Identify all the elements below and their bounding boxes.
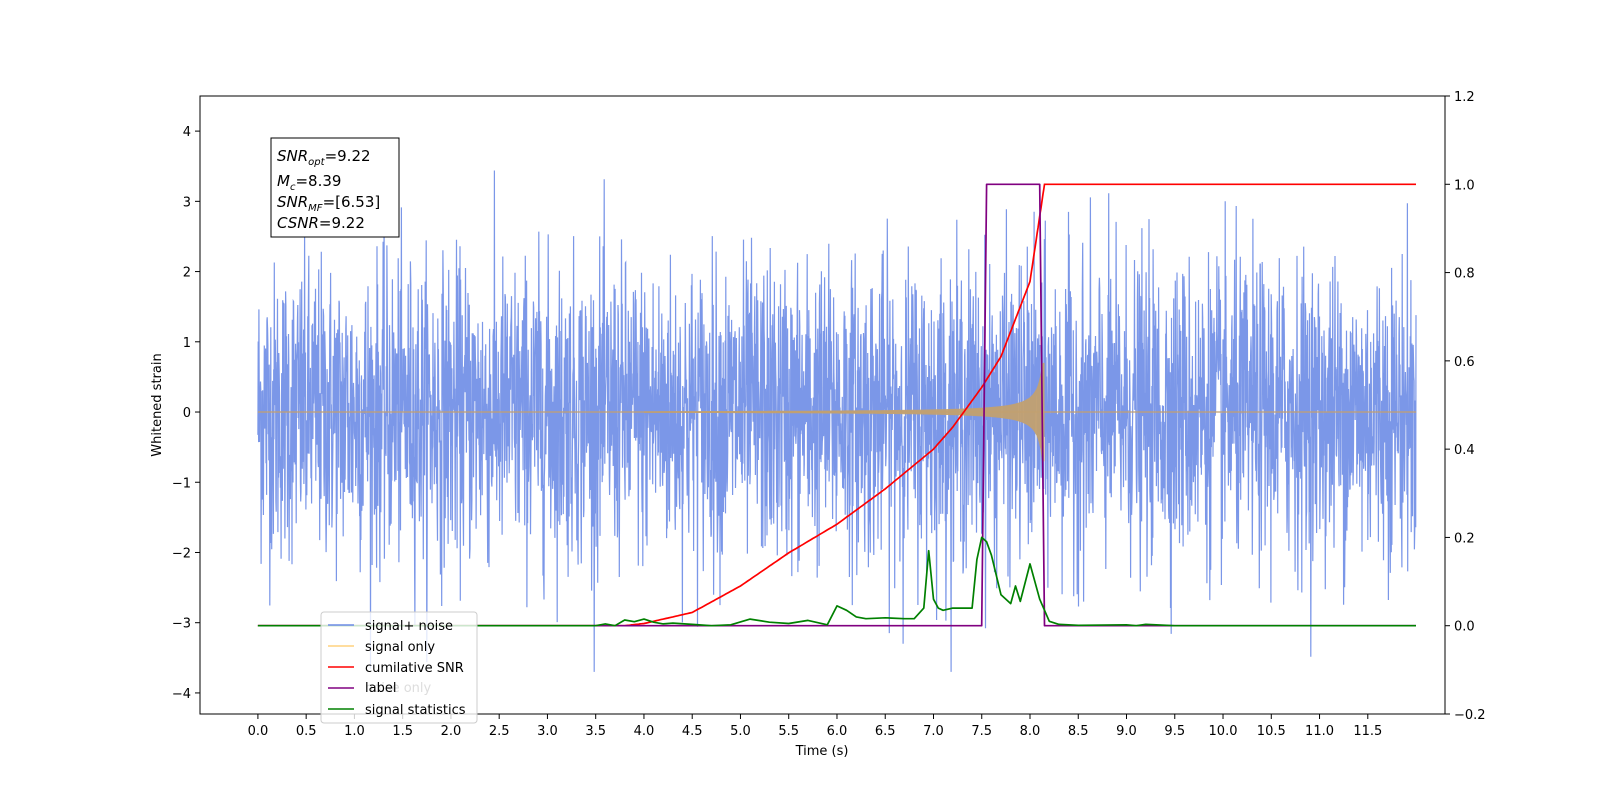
legend-item-label: noise only label (328, 681, 432, 696)
y-tick-label: 3 (183, 195, 191, 210)
legend-item-signal-only: signal only (328, 640, 435, 655)
x-tick-label: 11.5 (1353, 724, 1382, 739)
legend-label: signal only (365, 640, 435, 655)
x-tick-label: 4.0 (634, 724, 655, 739)
series-signal-noise-line (257, 170, 1417, 672)
legend-label: signal+ noise (365, 619, 453, 634)
x-tick-label: 2.0 (441, 724, 462, 739)
y-tick-label: 1 (183, 336, 191, 351)
annotation-csnr: CSNR=9.22 (277, 214, 365, 232)
x-tick-label: 7.5 (971, 724, 992, 739)
x-tick-label: 8.0 (1020, 724, 1041, 739)
x-tick-label: 4.5 (682, 724, 703, 739)
legend-label: cumilative SNR (365, 661, 464, 676)
x-tick-label: 1.0 (344, 724, 365, 739)
right-y-axis-ticks: −0.2 0.0 0.2 0.4 0.6 0.8 1.0 1.2 (1445, 90, 1486, 723)
y-tick-label: −1 (172, 476, 191, 491)
legend-frame (320, 611, 478, 724)
axes-frame (199, 95, 1446, 715)
legend-label: label (365, 681, 396, 696)
x-axis-ticks: 0.0 0.5 1.0 1.5 2.0 2.5 3.0 3.5 4.0 4.5 5.0 5.5 6.0 6… (248, 714, 1382, 739)
annotation-chirp-mass: Mc=8.39 (277, 172, 341, 193)
x-tick-label: 1.5 (392, 724, 413, 739)
y2-tick-label: 0.4 (1454, 443, 1475, 458)
x-tick-label: 10.0 (1209, 724, 1238, 739)
y2-tick-label: 0.0 (1454, 620, 1475, 635)
y-tick-label: −4 (172, 687, 191, 702)
legend-label: signal statistics (365, 703, 466, 718)
y2-tick-label: 1.2 (1454, 90, 1475, 105)
y2-tick-label: −0.2 (1454, 708, 1486, 723)
annotation-snr-opt: SNRopt=9.22 (277, 147, 371, 168)
x-tick-label: 11.0 (1305, 724, 1334, 739)
y-tick-label: 4 (183, 125, 191, 140)
x-tick-label: 9.5 (1164, 724, 1185, 739)
y2-tick-label: 0.2 (1454, 531, 1475, 546)
x-tick-label: 9.0 (1116, 724, 1137, 739)
y-tick-label: −3 (172, 617, 191, 632)
plot-area (257, 170, 1417, 672)
left-y-axis-ticks: −4 −3 −2 −1 0 1 2 3 4 (172, 125, 200, 702)
x-tick-label: 5.0 (730, 724, 751, 739)
left-y-axis-label: Whitened strain (150, 353, 165, 456)
x-axis-label: Time (s) (795, 744, 849, 759)
x-tick-label: 7.0 (923, 724, 944, 739)
x-tick-label: 3.5 (585, 724, 606, 739)
x-tick-label: 5.5 (778, 724, 799, 739)
legend-label-obscured: noise only (365, 681, 432, 696)
y-tick-label: −2 (172, 546, 191, 561)
legend-item-cumulative-snr: cumilative SNR (328, 661, 464, 676)
annotation-snr-mf: SNRMF=[6.53] (277, 193, 380, 214)
series-signal-statistics-line (257, 536, 1416, 627)
legend: signal+ noise signal only cumilative SNR… (320, 611, 478, 724)
legend-item-signal-statistics: signal statistics (328, 703, 466, 718)
x-tick-label: 8.5 (1068, 724, 1089, 739)
series-cumulative-snr-line (257, 183, 1416, 627)
annotation-frame (270, 137, 400, 238)
y2-tick-label: 0.8 (1454, 267, 1475, 282)
x-tick-label: 10.5 (1257, 724, 1286, 739)
x-tick-label: 6.5 (875, 724, 896, 739)
stats-annotation-box: SNRopt=9.22 Mc=8.39 SNRMF=[6.53] CSNR=9.… (270, 137, 400, 238)
y2-tick-label: 0.6 (1454, 355, 1475, 370)
x-tick-label: 0.0 (248, 724, 269, 739)
x-tick-label: 3.0 (537, 724, 558, 739)
y-tick-label: 0 (183, 406, 191, 421)
y2-tick-label: 1.0 (1454, 178, 1475, 193)
x-tick-label: 6.0 (827, 724, 848, 739)
y-tick-label: 2 (183, 266, 191, 281)
x-tick-label: 2.5 (489, 724, 510, 739)
x-tick-label: 0.5 (296, 724, 317, 739)
legend-item-signal-noise: signal+ noise (328, 619, 453, 634)
